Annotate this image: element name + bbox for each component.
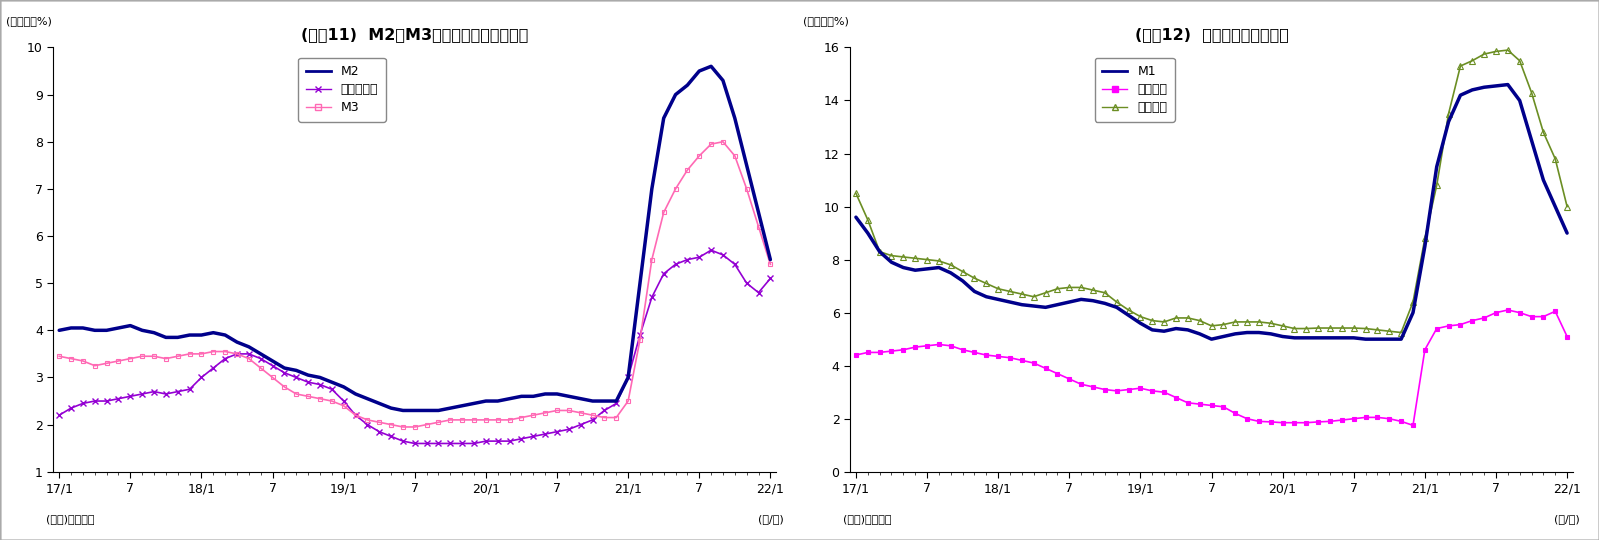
- Legend: M1, 現金通貨, 預金通貨: M1, 現金通貨, 預金通貨: [1095, 58, 1175, 122]
- Text: (年/月): (年/月): [1554, 514, 1580, 524]
- Text: (前年比、%): (前年比、%): [6, 16, 53, 26]
- Legend: M2, 広義流動性, M3: M2, 広義流動性, M3: [297, 58, 385, 122]
- Title: (図表12)  現金・預金の伸び率: (図表12) 現金・預金の伸び率: [1135, 27, 1289, 42]
- Text: (資料)日本銀行: (資料)日本銀行: [46, 514, 94, 524]
- Title: (図表11)  M2、M3、広義流動性の伸び率: (図表11) M2、M3、広義流動性の伸び率: [301, 27, 529, 42]
- Text: (前年比、%): (前年比、%): [803, 16, 849, 26]
- Text: (資料)日本銀行: (資料)日本銀行: [843, 514, 891, 524]
- Text: (年/月): (年/月): [758, 514, 784, 524]
